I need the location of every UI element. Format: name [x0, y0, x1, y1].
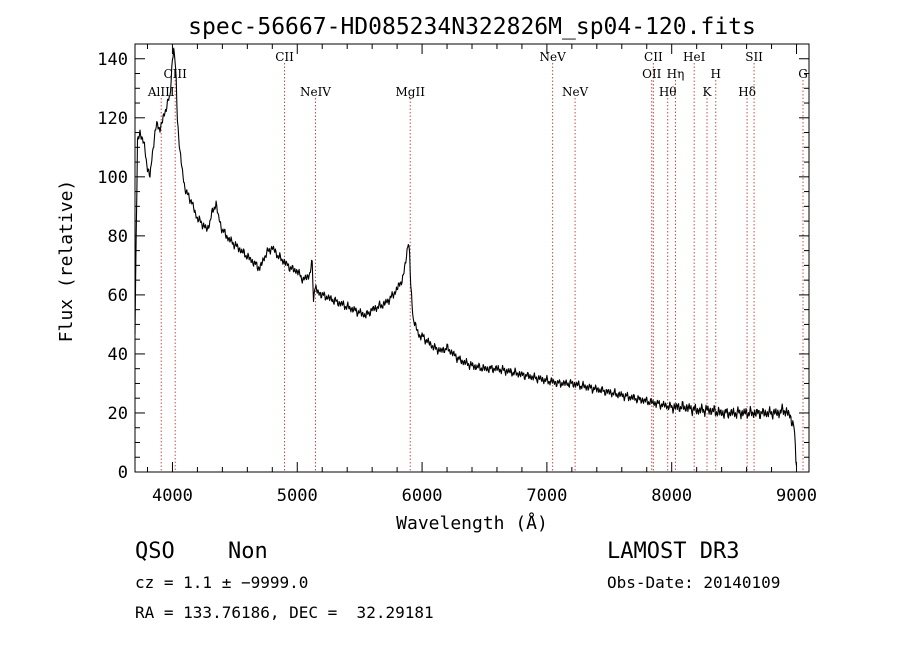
y-tick-label-2: 40 [108, 345, 128, 365]
line-label-5: NeV [539, 50, 566, 64]
line-label-4: MgII [395, 85, 425, 99]
x-tick-label-0: 4000 [152, 486, 193, 506]
line-label-11: HeI [683, 50, 706, 64]
line-label-2: CII [275, 50, 294, 64]
survey-name: LAMOST DR3 [607, 539, 740, 564]
spectrum-line [134, 47, 798, 467]
y-tick-label-3: 60 [108, 286, 128, 306]
y-tick-label-7: 140 [97, 50, 128, 70]
line-label-13: H [711, 67, 721, 81]
coordinates-readout: RA = 133.76186, DEC = 32.29181 [135, 603, 434, 622]
y-tick-label-6: 120 [97, 109, 128, 129]
line-label-6: NeV [562, 85, 589, 99]
x-tick-label-2: 6000 [402, 486, 443, 506]
redshift-readout: cz = 1.1 ± −9999.0 [135, 573, 309, 592]
line-label-16: G [798, 67, 808, 81]
line-label-9: Hθ [659, 85, 677, 99]
object-class: QSO [135, 539, 175, 564]
line-label-7: OII [642, 67, 662, 81]
line-label-1: CIII [163, 67, 187, 81]
x-tick-label-1: 5000 [277, 486, 318, 506]
x-axis: 4000 5000 6000 7000 8000 9000 [146, 44, 817, 506]
line-label-12: K [703, 85, 713, 99]
chart-title: spec-56667-HD085234N322826M_sp04-120.fit… [188, 14, 756, 40]
x-axis-label: Wavelength (Å) [396, 512, 548, 534]
line-label-14: Hδ [738, 85, 756, 99]
observation-date: Obs-Date: 20140109 [607, 573, 781, 592]
y-axis: 0 20 40 60 80 100 120 140 [97, 43, 809, 483]
y-tick-label-0: 0 [118, 463, 128, 483]
x-tick-label-5: 9000 [776, 486, 817, 506]
line-label-10: Hη [667, 67, 685, 81]
line-label-0: AlIII [147, 85, 175, 99]
x-tick-label-4: 8000 [651, 486, 692, 506]
object-subclass: Non [228, 539, 268, 564]
line-label-3: NeIV [300, 85, 331, 99]
y-tick-label-5: 100 [97, 168, 128, 188]
x-tick-label-3: 7000 [526, 486, 567, 506]
emission-line-labels: AlIII CIII CII NeIV MgII NeV NeV OII CII Hθ Hη HeI K… [147, 50, 808, 99]
y-tick-label-4: 80 [108, 227, 128, 247]
y-tick-label-1: 20 [108, 404, 128, 424]
line-label-8: CII [644, 50, 663, 64]
line-label-15: SII [745, 50, 763, 64]
y-axis-label: Flux (relative) [56, 180, 77, 343]
